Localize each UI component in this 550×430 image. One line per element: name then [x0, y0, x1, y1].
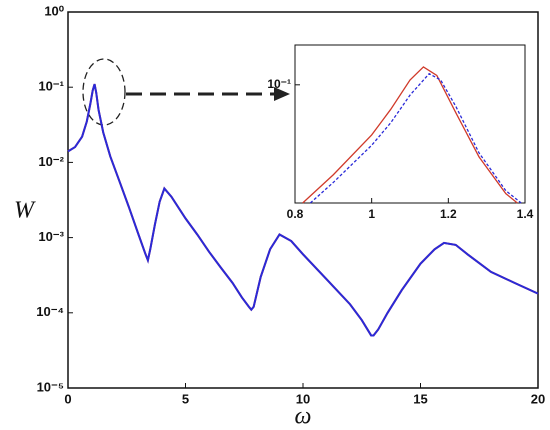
x-tick-label: 10: [296, 391, 310, 406]
data-line: [67, 83, 539, 337]
inset-frame: [294, 44, 526, 204]
x-tick-label: 1.2: [440, 207, 457, 221]
x-tick-label: 1.4: [517, 207, 534, 221]
arrow-head: [274, 87, 290, 101]
data-line: [309, 72, 522, 204]
y-tick-label: 10⁻⁵: [37, 379, 64, 394]
y-tick-label: 10⁻²: [38, 154, 64, 169]
x-axis-label: ω: [295, 404, 312, 430]
x-tick-label: 1: [368, 207, 375, 221]
x-tick-label: 5: [182, 391, 189, 406]
y-axis-label: W: [14, 198, 36, 224]
data-line: [302, 66, 518, 204]
y-tick-label: 10⁻³: [38, 229, 64, 244]
x-tick-label: 0: [64, 391, 71, 406]
zoom-ellipse: [82, 58, 126, 126]
y-tick-label: 10⁻¹: [267, 77, 291, 91]
y-tick-label: 10⁻⁴: [36, 304, 64, 319]
y-tick-label: 10⁻¹: [38, 79, 64, 94]
y-tick-label: 10⁰: [44, 3, 64, 18]
x-tick-label: 20: [531, 391, 545, 406]
x-tick-label: 15: [413, 391, 427, 406]
x-tick-label: 0.8: [287, 207, 304, 221]
